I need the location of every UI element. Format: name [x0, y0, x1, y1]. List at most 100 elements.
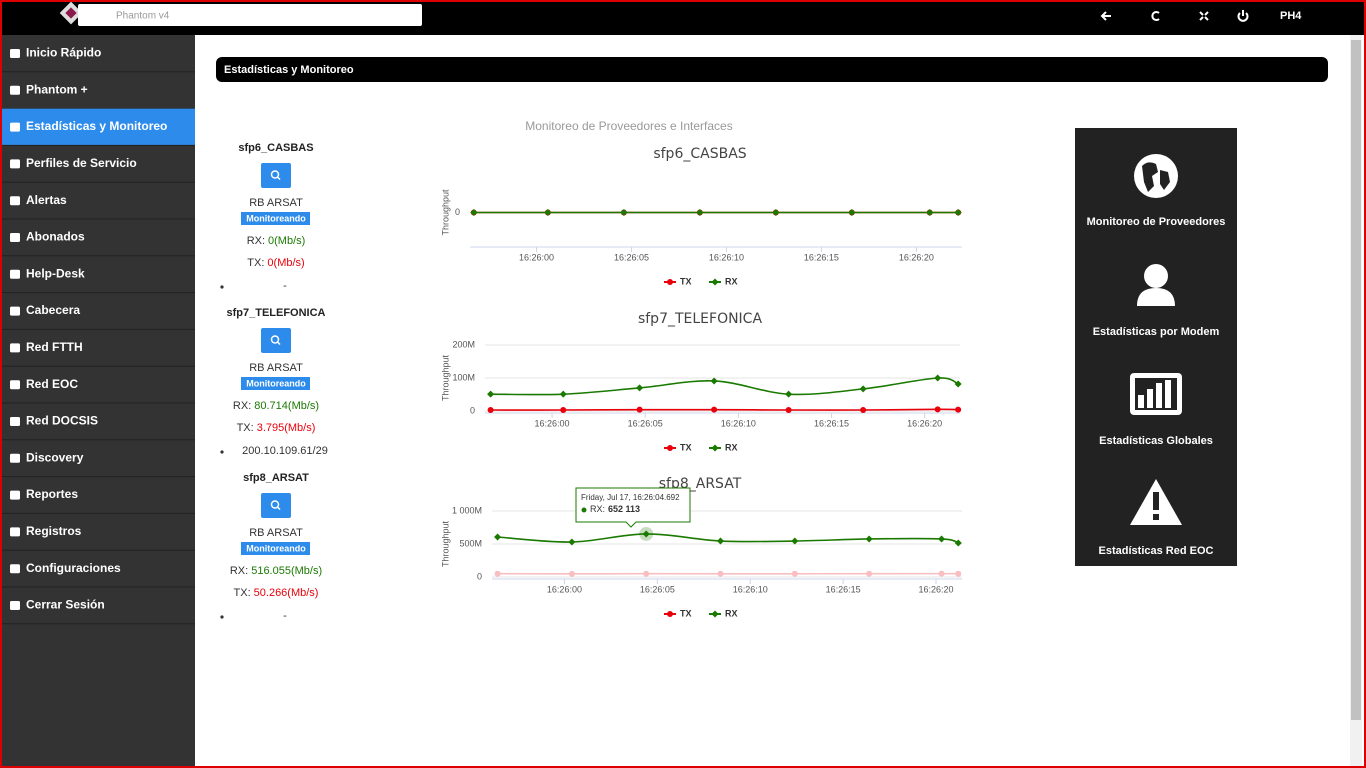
y-axis-label: Throughput: [440, 354, 450, 401]
data-point: [865, 535, 873, 543]
menu-item[interactable]: Cerrar Sesión: [26, 598, 105, 612]
data-point: [494, 570, 501, 577]
x-tick-label: 16:26:00: [535, 418, 570, 428]
data-point: [785, 407, 792, 414]
data-point: [642, 530, 650, 538]
zoom-icon: [270, 170, 280, 179]
y-tick-label: 0: [470, 405, 475, 415]
section-header: [216, 57, 1328, 82]
quick-link[interactable]: Monitoreo de Proveedores: [1087, 216, 1226, 228]
rx-value: 516.055(Mb/s): [251, 565, 322, 577]
quick-links: Monitoreo de Proveedores Estadísticas por…: [1087, 216, 1226, 557]
legend-label[interactable]: RX: [725, 442, 738, 452]
interface-name: sfp7_TELEFONICA: [226, 307, 325, 319]
quick-link[interactable]: Estadísticas Red EOC: [1099, 545, 1214, 557]
charts-title: Monitoreo de Proveedores e Interfaces: [525, 119, 732, 133]
back-button[interactable]: [1100, 11, 1111, 21]
menu-icon: [10, 122, 20, 132]
menu-item[interactable]: Perfiles de Servicio: [26, 156, 137, 170]
tooltip-dot: [581, 507, 587, 513]
scrollbar-thumb[interactable]: [1351, 40, 1361, 720]
tx-label: TX:: [237, 422, 254, 434]
chart-icon: [1130, 373, 1182, 415]
menu-item[interactable]: Inicio Rápido: [26, 46, 101, 60]
quick-link[interactable]: Estadísticas Globales: [1099, 435, 1213, 447]
data-point: [643, 570, 650, 577]
data-point: [636, 406, 643, 413]
series: [470, 209, 962, 216]
data-point: [620, 209, 628, 216]
user-name[interactable]: PH4: [1280, 10, 1302, 22]
device-name: RB ARSAT: [249, 362, 303, 374]
status-label: Monitoreando: [246, 378, 306, 388]
zoom-button[interactable]: [261, 163, 291, 188]
series: [494, 530, 962, 547]
refresh-button[interactable]: [1151, 11, 1160, 21]
rx-label: RX:: [230, 565, 248, 577]
data-point: [860, 407, 867, 414]
series: [487, 406, 962, 414]
fullscreen-button[interactable]: [1199, 11, 1209, 21]
menu-icon: [10, 49, 20, 58]
data-point: [560, 407, 567, 414]
data-point: [544, 209, 552, 216]
menu-item[interactable]: Help-Desk: [26, 266, 85, 280]
menu-icon: [10, 269, 20, 279]
data-point: [938, 535, 946, 543]
menu-item[interactable]: Registros: [26, 524, 82, 538]
legend-label[interactable]: TX: [680, 608, 692, 618]
logo: [59, 1, 83, 25]
menu-item[interactable]: Cabecera: [26, 303, 80, 317]
menu-item[interactable]: Phantom +: [26, 82, 88, 96]
menu-icon: [10, 490, 20, 500]
menu-icon: [10, 85, 20, 95]
menu-item[interactable]: Estadísticas y Monitoreo: [26, 119, 167, 133]
tooltip-date: Friday, Jul 17, 16:26:04.692: [581, 493, 680, 502]
x-tick-label: 16:26:00: [519, 252, 554, 262]
menu-item[interactable]: Red FTTH: [26, 340, 83, 354]
menu-icon: [10, 417, 20, 426]
quick-link[interactable]: Estadísticas por Modem: [1093, 326, 1220, 338]
data-point: [568, 538, 576, 546]
menu-item[interactable]: Red EOC: [26, 377, 78, 391]
data-point: [866, 570, 873, 577]
user-icon: [1137, 264, 1175, 306]
menu-item[interactable]: Abonados: [26, 230, 85, 244]
zoom-icon: [270, 500, 280, 509]
x-tick-label: 16:26:15: [804, 252, 839, 262]
x-tick-label: 16:26:00: [547, 584, 582, 594]
x-tick-label: 16:26:05: [628, 418, 663, 428]
status-badge: [241, 377, 310, 390]
search-box[interactable]: [78, 4, 422, 26]
power-button[interactable]: [1237, 10, 1249, 22]
chart-title: sfp6_CASBAS: [653, 146, 746, 162]
y-tick-label: 0: [477, 571, 482, 581]
data-point: [487, 407, 494, 414]
data-point: [926, 209, 934, 216]
legend-label[interactable]: RX: [725, 608, 738, 618]
zoom-button[interactable]: [261, 493, 291, 518]
menu-item[interactable]: Alertas: [26, 193, 67, 207]
status-badge: [241, 212, 310, 225]
menu-item[interactable]: Discovery: [26, 450, 84, 464]
menu-icon: [10, 159, 20, 169]
legend-label[interactable]: TX: [680, 442, 692, 452]
zoom-button[interactable]: [261, 328, 291, 353]
tooltip-text: RX: 652 113: [590, 504, 640, 514]
menu-item[interactable]: Red DOCSIS: [26, 414, 98, 428]
legend-label[interactable]: RX: [725, 276, 738, 286]
data-point: [711, 444, 719, 452]
series-line: [490, 377, 959, 396]
data-point: [710, 377, 718, 385]
menu-item[interactable]: Configuraciones: [26, 561, 121, 575]
y-tick-label: 500M: [459, 538, 482, 548]
menu-item[interactable]: Reportes: [26, 487, 78, 501]
data-point: [955, 570, 962, 577]
status-badge: [241, 542, 310, 555]
x-tick-label: 16:26:15: [826, 584, 861, 594]
status-label: Monitoreando: [246, 543, 306, 553]
legend-label[interactable]: TX: [680, 276, 692, 286]
sidebar: [0, 35, 195, 768]
series: [487, 374, 962, 398]
